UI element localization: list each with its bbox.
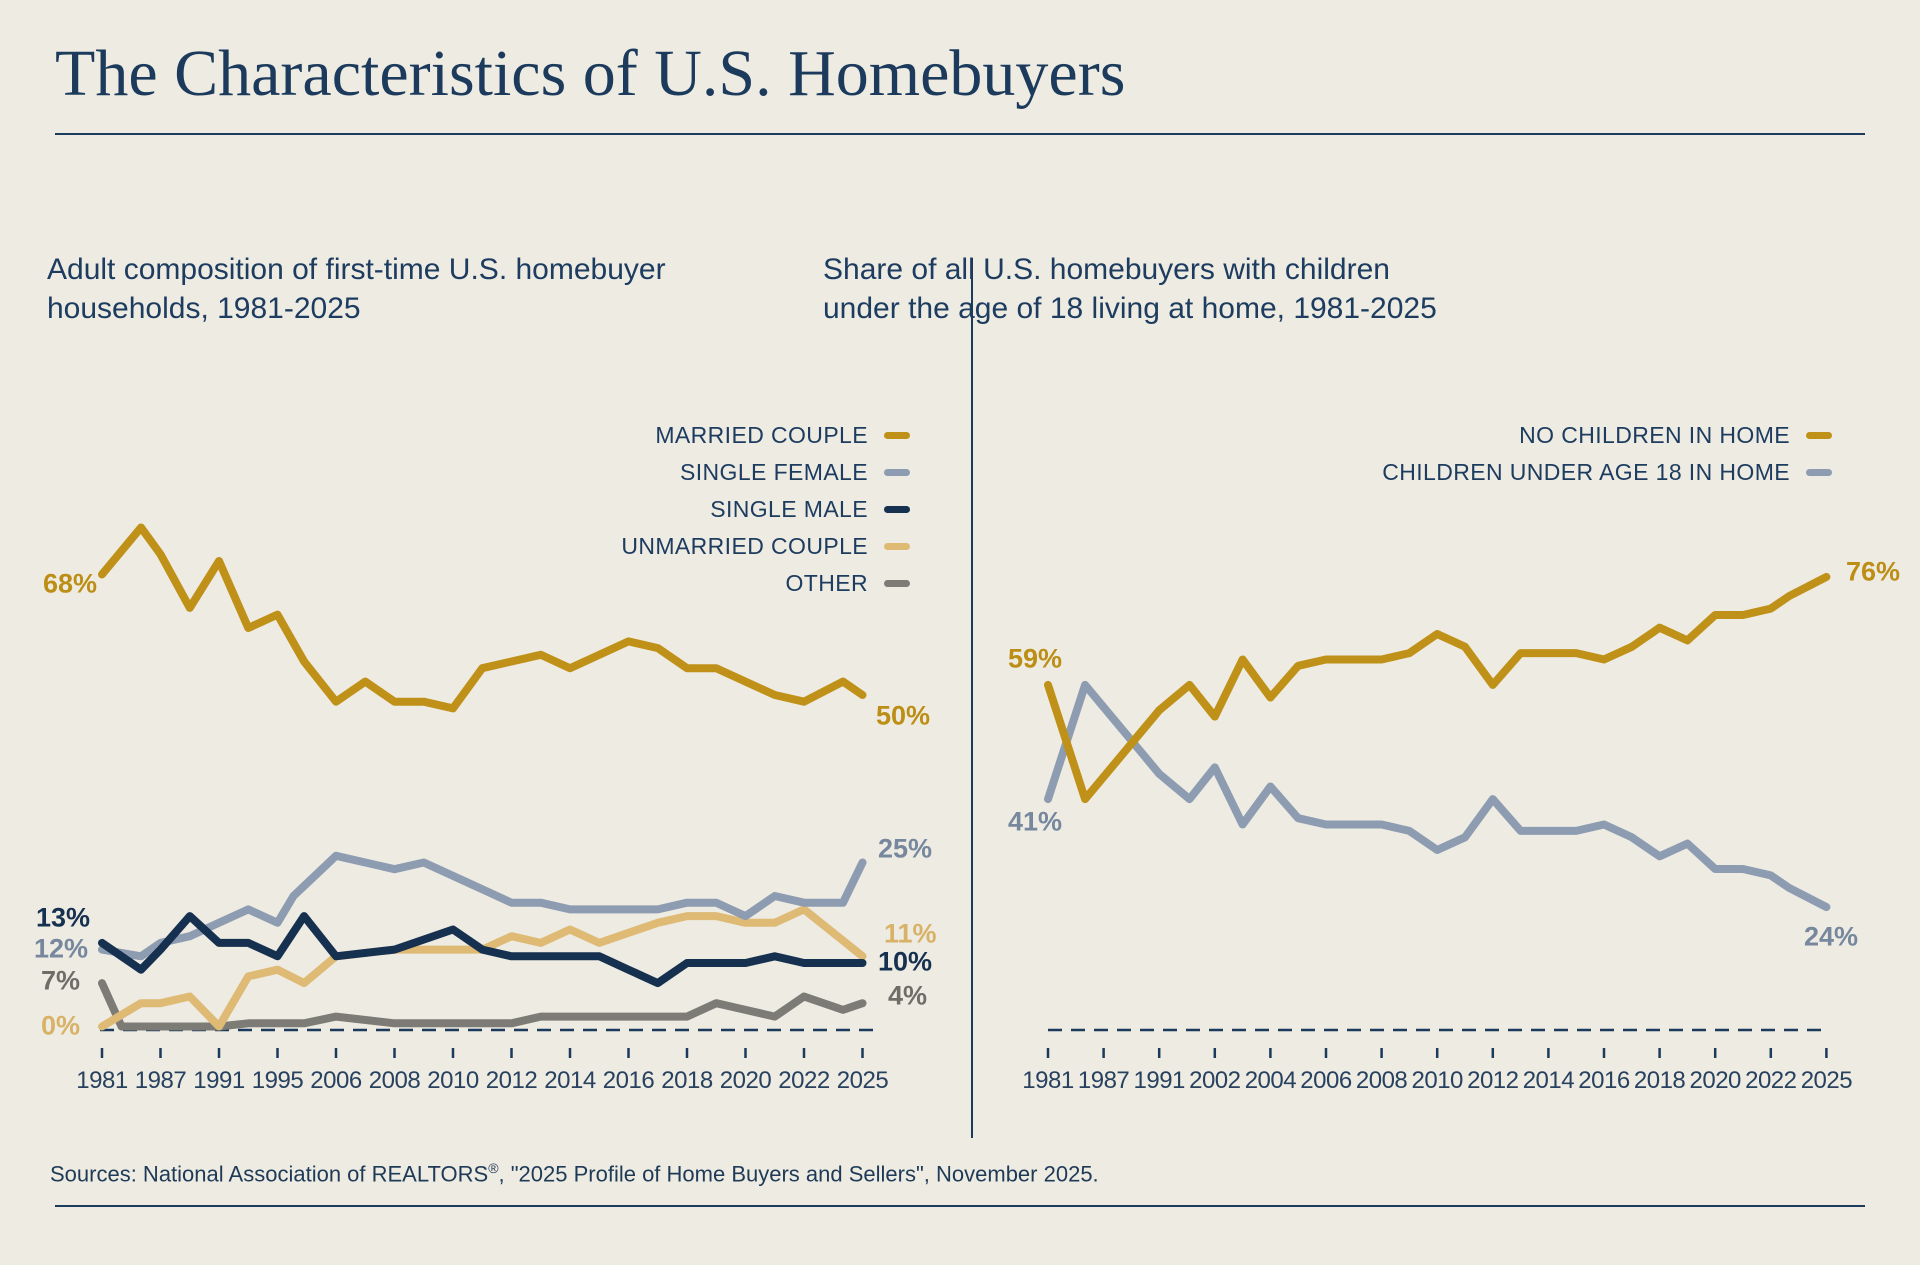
value-label-59: 59% [1007,643,1062,674]
x-tick-label-2002: 2002 [1189,1067,1241,1094]
legend-label-single-female: SINGLE FEMALE [680,459,868,485]
x-tick-label-2025: 2025 [1801,1067,1853,1094]
legend-swatch-unmarried-couple [884,543,910,550]
legend-item-single-male: SINGLE MALE [621,491,910,528]
legend-item-unmarried-couple: UNMARRIED COUPLE [621,528,910,565]
value-label-24: 24% [1804,921,1859,952]
line-other [98,979,867,1031]
x-tick-label-2008: 2008 [1356,1067,1408,1094]
value-label-25: 25% [878,833,933,864]
source-note-text: Sources: National Association of REALTOR… [50,1161,489,1187]
x-tick-label-1995: 1995 [252,1067,304,1094]
legend-swatch-children-under-age-18-in-home [1806,469,1832,476]
x-tick-label-2022: 2022 [778,1067,830,1094]
source-note: Sources: National Association of REALTOR… [50,1160,1099,1187]
right-chart-legend: NO CHILDREN IN HOME CHILDREN UNDER AGE 18… [1382,417,1832,491]
x-tick-label-2020: 2020 [1690,1067,1742,1094]
value-label-4: 4% [888,980,928,1011]
line-unmarried-couple [98,905,867,1031]
value-label-41: 41% [1007,806,1062,837]
x-tick-label-2018: 2018 [661,1067,713,1094]
line-single-male [98,912,867,988]
x-tick-label-2008: 2008 [369,1067,421,1094]
value-label-13: 13% [35,902,90,933]
x-tick-label-2010: 2010 [1412,1067,1464,1094]
x-tick-label-2020: 2020 [720,1067,772,1094]
legend-label-children-under-age-18-in-home: CHILDREN UNDER AGE 18 IN HOME [1382,459,1790,485]
x-tick-label-2016: 2016 [1578,1067,1630,1094]
left-chart-subtitle: Adult composition of first-time U.S. hom… [47,253,666,325]
x-tick-label-1981: 1981 [1022,1067,1074,1094]
legend-item-no-children-in-home: NO CHILDREN IN HOME [1382,417,1832,454]
bottom-rule [55,1205,1865,1207]
legend-swatch-married-couple [884,432,910,439]
right-chart-subtitle: Share of all U.S. homebuyers with childr… [823,253,1437,325]
legend-swatch-single-male [884,506,910,513]
x-tick-label-1991: 1991 [1134,1067,1186,1094]
value-label-11: 11% [884,918,937,949]
value-label-10: 10% [878,946,933,977]
legend-item-children-under-age-18-in-home: CHILDREN UNDER AGE 18 IN HOME [1382,454,1832,491]
x-tick-label-2022: 2022 [1745,1067,1797,1094]
legend-label-unmarried-couple: UNMARRIED COUPLE [621,533,868,559]
x-tick-label-2014: 2014 [544,1067,596,1094]
value-label-68: 68% [42,568,97,599]
x-tick-label-2012: 2012 [486,1067,538,1094]
value-label-12: 12% [33,933,88,964]
value-label-76: 76% [1846,556,1901,587]
x-tick-label-1987: 1987 [135,1067,187,1094]
value-label-0: 0% [40,1010,80,1041]
x-tick-label-2012: 2012 [1467,1067,1519,1094]
value-label-7: 7% [40,965,80,996]
x-tick-label-2018: 2018 [1634,1067,1686,1094]
line-single-female [98,851,867,961]
legend-label-no-children-in-home: NO CHILDREN IN HOME [1519,422,1790,448]
x-tick-label-1987: 1987 [1078,1067,1130,1094]
left-chart-legend: MARRIED COUPLE SINGLE FEMALE SINGLE MALE UN… [621,417,910,602]
x-tick-label-2006: 2006 [310,1067,362,1094]
line-married-couple [98,523,867,713]
x-tick-label-1991: 1991 [193,1067,245,1094]
x-tick-label-2010: 2010 [427,1067,479,1094]
legend-item-married-couple: MARRIED COUPLE [621,417,910,454]
page-title: The Characteristics of U.S. Homebuyers [55,37,1126,110]
line-children-under-age-18-in-home [1044,680,1831,912]
line-no-children-in-home [1044,572,1831,804]
chart-group-left: 1981 1987 1991 1995 2006 2008 2010 2012 2014 2016… [76,523,889,1094]
legend-item-single-female: SINGLE FEMALE [621,454,910,491]
legend-label-other: OTHER [785,570,868,596]
charts-vertical-divider [971,258,973,1138]
legend-swatch-single-female [884,469,910,476]
legend-item-other: OTHER [621,565,910,602]
legend-label-single-male: SINGLE MALE [710,496,868,522]
x-tick-label-2025: 2025 [837,1067,889,1094]
legend-label-married-couple: MARRIED COUPLE [655,422,868,448]
legend-swatch-other [884,580,910,587]
registered-trademark-symbol: ® [488,1160,499,1176]
legend-swatch-no-children-in-home [1806,432,1832,439]
source-note-text-2: , "2025 Profile of Home Buyers and Selle… [498,1161,1099,1187]
x-tick-label-1981: 1981 [76,1067,128,1094]
x-tick-label-2014: 2014 [1523,1067,1575,1094]
chart-group-right: 1981 1987 1991 2002 2004 2006 2008 2010 2012 2014… [1022,572,1853,1094]
x-tick-label-2016: 2016 [603,1067,655,1094]
x-tick-label-2004: 2004 [1245,1067,1297,1094]
value-label-50: 50% [876,700,931,731]
top-rule [55,133,1865,135]
x-tick-label-2006: 2006 [1300,1067,1352,1094]
